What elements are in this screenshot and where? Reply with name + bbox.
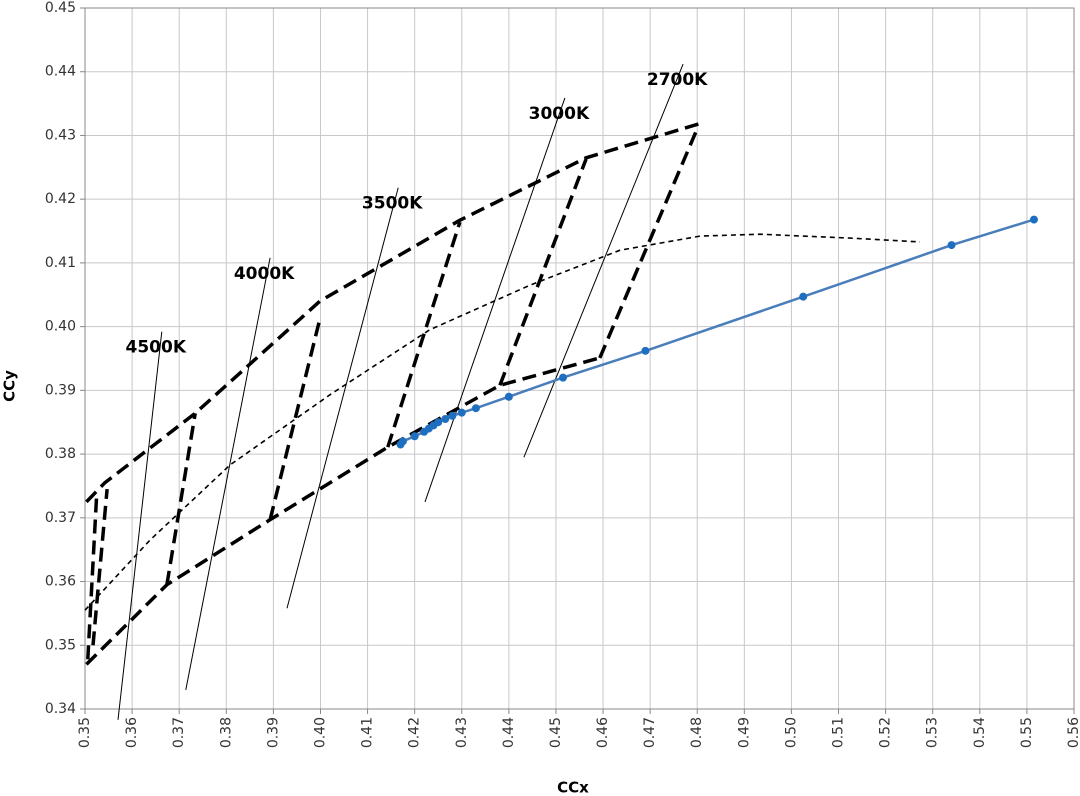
y-tick-label: 0.35 — [45, 637, 76, 653]
bin-boundary — [86, 492, 99, 660]
x-tick-label: 0.35 — [77, 717, 93, 748]
isotherm — [286, 187, 399, 609]
isotherm — [424, 97, 566, 503]
isotherm — [117, 331, 163, 720]
bin-boundary — [498, 158, 588, 386]
data-point — [799, 292, 808, 301]
y-tick-label: 0.38 — [45, 446, 76, 462]
x-tick-label: 0.48 — [689, 717, 705, 748]
y-tick-label: 0.41 — [45, 255, 76, 271]
x-tick-label: 0.39 — [265, 717, 281, 748]
x-tick-label: 0.43 — [454, 717, 470, 748]
x-tick-label: 0.51 — [831, 717, 847, 748]
bin-boundary — [386, 221, 462, 448]
data-point — [504, 392, 513, 401]
x-tick-label: 0.44 — [501, 717, 517, 748]
x-tick-label: 0.38 — [218, 717, 234, 748]
y-tick-label: 0.43 — [45, 127, 76, 143]
x-tick-label: 0.42 — [407, 717, 423, 748]
data-point — [559, 373, 568, 382]
y-tick-label: 0.44 — [45, 64, 76, 80]
y-tick-label: 0.37 — [45, 510, 76, 526]
x-tick-label: 0.49 — [736, 717, 752, 748]
isotherm-label: 3500K — [362, 194, 423, 214]
y-tick-label: 0.45 — [45, 0, 76, 16]
data-point — [441, 415, 450, 424]
x-tick-label: 0.47 — [642, 717, 658, 748]
planck-locus — [84, 233, 921, 611]
x-tick-label: 0.54 — [972, 717, 988, 748]
data-point — [947, 241, 956, 250]
x-tick-label: 0.55 — [1019, 717, 1035, 748]
data-point — [1029, 215, 1038, 224]
isotherm-label: 4500K — [126, 338, 187, 358]
isotherm-label: 2700K — [647, 70, 708, 90]
x-tick-label: 0.50 — [783, 717, 799, 748]
bin-boundary — [85, 356, 601, 666]
x-tick-label: 0.36 — [124, 717, 140, 748]
bin-boundary — [85, 120, 706, 504]
bin-boundary — [598, 129, 699, 359]
x-tick-label: 0.41 — [360, 717, 376, 748]
x-tick-label: 0.56 — [1066, 717, 1080, 748]
y-tick-label: 0.42 — [45, 191, 76, 207]
data-point — [641, 346, 650, 355]
data-point — [471, 404, 480, 413]
x-tick-label: 0.46 — [595, 717, 611, 748]
x-tick-label: 0.37 — [171, 717, 187, 748]
data-point — [457, 408, 466, 417]
y-axis-title: CCy — [1, 370, 19, 402]
y-tick-label: 0.36 — [45, 574, 76, 590]
x-tick-label: 0.53 — [925, 717, 941, 748]
bin-boundary — [165, 413, 197, 585]
y-tick-label: 0.40 — [45, 319, 76, 335]
isotherm — [185, 257, 271, 690]
data-point — [398, 437, 407, 446]
bin-boundary — [268, 317, 322, 521]
x-tick-label: 0.52 — [878, 717, 894, 748]
data-point — [410, 432, 419, 441]
x-tick-label: 0.40 — [312, 717, 328, 748]
isotherm-label: 4000K — [234, 264, 295, 284]
data-point — [448, 411, 457, 420]
series-line — [399, 218, 1035, 446]
x-tick-label: 0.45 — [548, 717, 564, 748]
x-axis-title: CCx — [557, 779, 589, 796]
y-tick-label: 0.34 — [45, 701, 76, 717]
bin-boundary — [91, 488, 109, 646]
isotherm — [523, 63, 684, 458]
y-tick-label: 0.39 — [45, 382, 76, 398]
isotherm-label: 3000K — [529, 104, 590, 124]
data-point — [434, 418, 443, 427]
plot-area — [84, 7, 1075, 710]
